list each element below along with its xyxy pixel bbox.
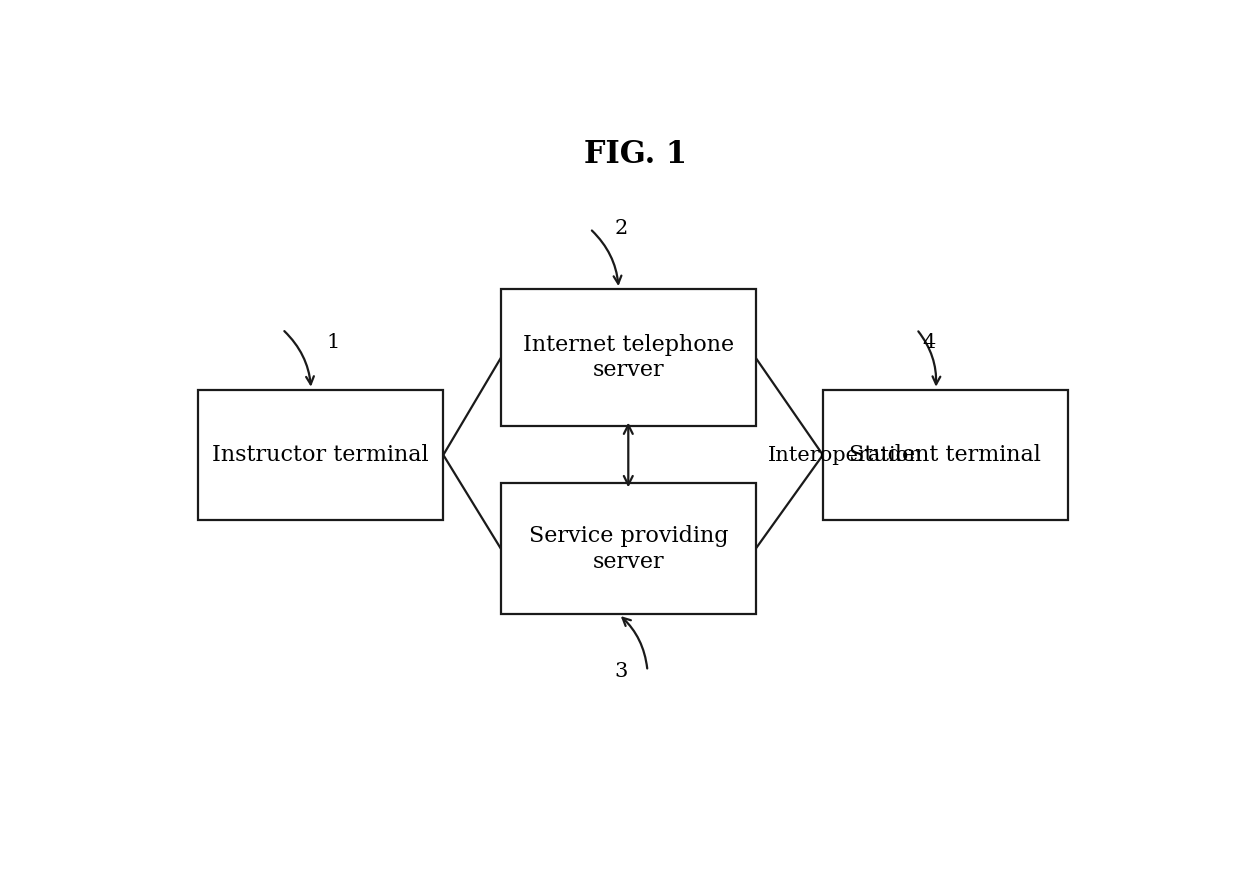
Text: 1: 1 <box>326 333 340 352</box>
Text: 4: 4 <box>923 333 935 352</box>
Text: Interoperation: Interoperation <box>768 446 923 465</box>
Bar <box>501 483 755 614</box>
Bar <box>823 389 1068 520</box>
Text: Internet telephone
server: Internet telephone server <box>523 334 734 381</box>
Text: FIG. 1: FIG. 1 <box>584 139 687 171</box>
Bar <box>198 389 444 520</box>
Text: Instructor terminal: Instructor terminal <box>212 444 429 466</box>
Bar <box>501 289 755 427</box>
Text: 3: 3 <box>614 662 627 681</box>
Text: Student terminal: Student terminal <box>849 444 1042 466</box>
Text: Service providing
server: Service providing server <box>528 525 728 572</box>
Text: 2: 2 <box>615 219 627 238</box>
